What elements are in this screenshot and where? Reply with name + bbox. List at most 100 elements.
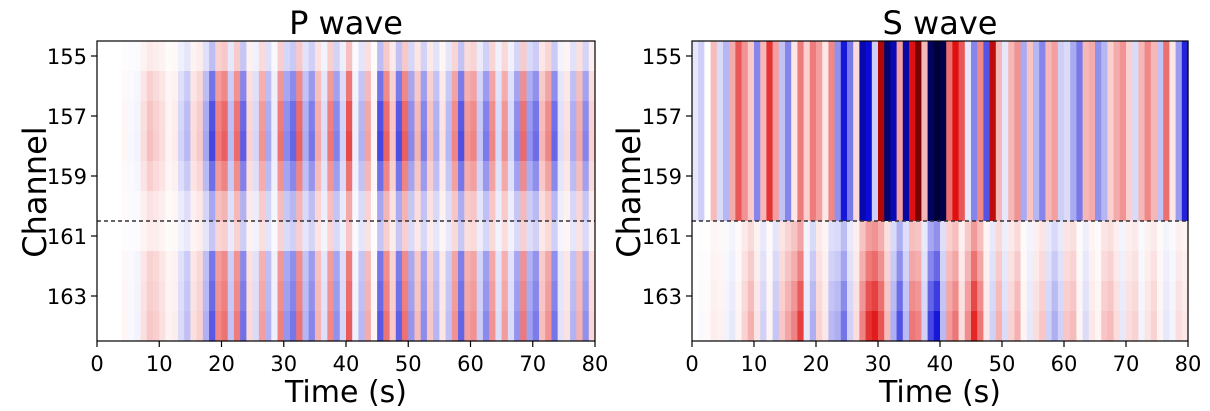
heatmap-cell: [414, 131, 422, 162]
heatmap-cell: [766, 71, 774, 102]
heatmap-cell: [902, 101, 910, 132]
heatmap-cell: [803, 311, 811, 342]
heatmap-cell: [1039, 161, 1046, 192]
heatmap-cell: [1076, 221, 1084, 252]
heatmap-cell: [884, 71, 891, 102]
heatmap-cell: [989, 281, 997, 312]
heatmap-cell: [451, 311, 459, 342]
heatmap-cell: [710, 131, 718, 162]
heatmap-cell: [576, 41, 584, 72]
heatmap-cell: [785, 281, 792, 312]
heatmap-cell: [209, 281, 216, 312]
heatmap-cell: [747, 71, 755, 102]
heatmap-cell: [389, 221, 397, 252]
heatmap-cell: [296, 71, 304, 102]
heatmap-cell: [698, 131, 705, 162]
heatmap-cell: [227, 41, 235, 72]
heatmap-cell: [134, 131, 142, 162]
heatmap-cell: [1113, 161, 1121, 192]
heatmap-cell: [772, 41, 780, 72]
heatmap-cell: [971, 311, 978, 342]
heatmap-cell: [915, 71, 922, 102]
heatmap-cell: [470, 131, 478, 162]
heatmap-cell: [538, 281, 546, 312]
heatmap-cell: [822, 131, 829, 162]
heatmap-cell: [896, 281, 904, 312]
heatmap-cell: [426, 41, 434, 72]
heatmap-cell: [809, 101, 817, 132]
heatmap-cell: [1026, 191, 1034, 222]
heatmap-cell: [834, 131, 842, 162]
heatmap-cell: [995, 281, 1003, 312]
heatmap-cell: [1020, 311, 1028, 342]
heatmap-cell: [760, 41, 767, 72]
heatmap-cell: [859, 311, 867, 342]
heatmap-cell: [822, 101, 829, 132]
heatmap-cell: [1132, 251, 1139, 282]
heatmap-cell: [358, 311, 366, 342]
heatmap-cell: [1113, 131, 1121, 162]
heatmap-cell: [847, 131, 854, 162]
heatmap-cell: [277, 311, 285, 342]
heatmap-cell: [265, 311, 272, 342]
heatmap-cell: [692, 221, 699, 252]
heatmap-cell: [383, 311, 391, 342]
heatmap-cell: [1181, 191, 1189, 222]
heatmap-cell: [246, 221, 254, 252]
heatmap-cell: [723, 191, 730, 222]
heatmap-cell: [184, 41, 191, 72]
heatmap-cell: [710, 161, 718, 192]
heatmap-cell: [915, 311, 922, 342]
heatmap-cell: [576, 71, 584, 102]
heatmap-cell: [520, 311, 528, 342]
heatmap-cell: [859, 251, 867, 282]
heatmap-cell: [834, 281, 842, 312]
heatmap-cell: [1039, 41, 1046, 72]
heatmap-cell: [339, 311, 347, 342]
heatmap-cell: [766, 101, 774, 132]
heatmap-cell: [847, 281, 854, 312]
heatmap-cell: [1157, 281, 1164, 312]
heatmap-cell: [177, 311, 185, 342]
heatmap-cell: [1132, 131, 1139, 162]
heatmap-cell: [1095, 41, 1102, 72]
heatmap-cell: [1119, 251, 1127, 282]
heatmap-cell: [370, 251, 378, 282]
heatmap-cell: [433, 41, 440, 72]
heatmap-cell: [865, 281, 873, 312]
heatmap-cell: [946, 71, 953, 102]
heatmap-cell: [927, 281, 935, 312]
heatmap-cell: [692, 101, 699, 132]
heatmap-cell: [445, 131, 453, 162]
heatmap-cell: [520, 281, 528, 312]
heatmap-cell: [277, 251, 285, 282]
heatmap-cell: [1157, 221, 1164, 252]
heatmap-cell: [389, 311, 397, 342]
heatmap-cell: [1057, 101, 1065, 132]
heatmap-cell: [395, 161, 403, 192]
heatmap-cell: [1150, 161, 1158, 192]
heatmap-cell: [766, 221, 774, 252]
heatmap-cell: [933, 311, 941, 342]
x-tick-label: 0: [90, 352, 103, 376]
heatmap-cell: [1070, 221, 1077, 252]
heatmap-cell: [395, 311, 403, 342]
heatmap-cell: [134, 41, 142, 72]
s-wave-heatmap-cells: [692, 41, 1189, 342]
heatmap-cell: [741, 71, 749, 102]
heatmap-cell: [121, 41, 129, 72]
heatmap-cell: [1057, 191, 1065, 222]
heatmap-cell: [476, 71, 484, 102]
heatmap-cell: [871, 281, 879, 312]
heatmap-cell: [1039, 101, 1046, 132]
heatmap-cell: [563, 71, 571, 102]
heatmap-cell: [772, 161, 780, 192]
heatmap-cell: [314, 191, 322, 222]
heatmap-cell: [704, 71, 712, 102]
heatmap-cell: [723, 71, 730, 102]
heatmap-cell: [1039, 311, 1046, 342]
heatmap-cell: [177, 161, 185, 192]
heatmap-cell: [952, 251, 960, 282]
heatmap-cell: [289, 251, 297, 282]
heatmap-cell: [196, 131, 204, 162]
